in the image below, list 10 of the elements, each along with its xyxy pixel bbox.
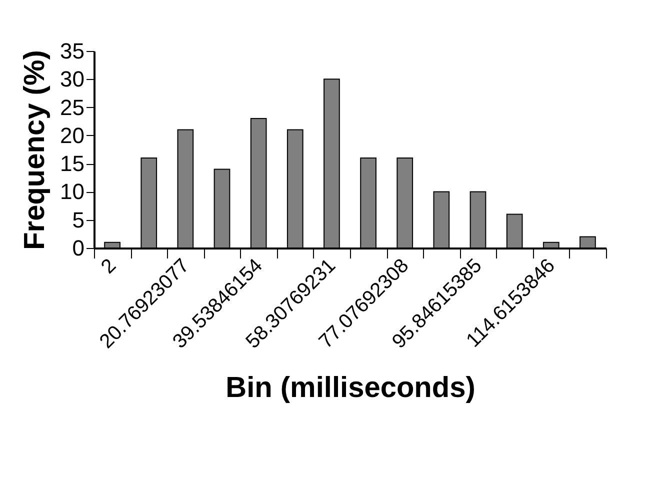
y-tick-label: 5	[72, 207, 84, 232]
y-tick-label: 10	[60, 179, 84, 204]
x-axis-title: Bin (milliseconds)	[226, 372, 476, 404]
y-axis-title: Frequency (%)	[19, 50, 52, 250]
y-tick-label: 20	[60, 122, 84, 148]
y-tick-label: 0	[72, 236, 84, 260]
y-tick-label: 15	[60, 151, 84, 176]
y-tick-label: 35	[60, 38, 84, 64]
y-tick-label: 25	[60, 94, 84, 120]
y-tick-label: 30	[60, 66, 84, 92]
